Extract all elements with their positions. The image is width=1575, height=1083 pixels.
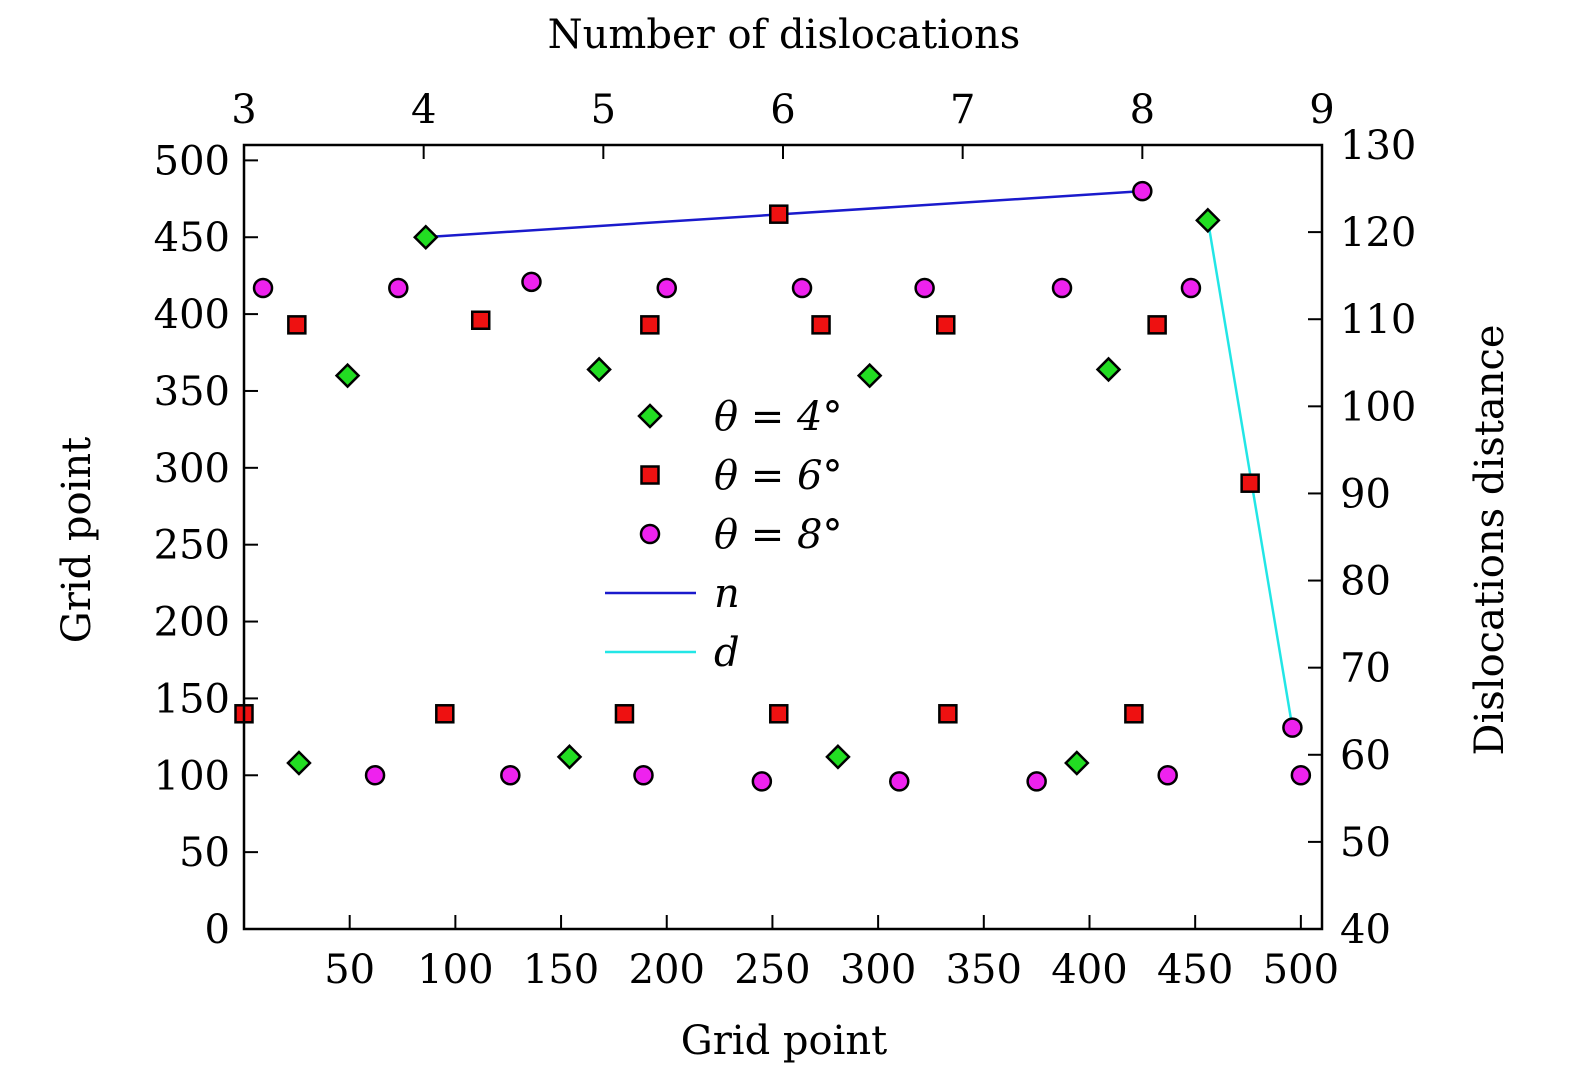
data-point-theta4 (825, 744, 851, 770)
bottom-tick-label: 500 (1263, 947, 1339, 993)
left-tick-label: 100 (154, 753, 230, 799)
bottom-tick-label: 350 (946, 947, 1022, 993)
left-tick-label: 400 (154, 292, 230, 338)
top-axis-title: Number of dislocations (548, 12, 1021, 58)
bottom-tick-label: 100 (417, 947, 493, 993)
data-point-theta8 (1051, 277, 1073, 299)
right-tick-label: 70 (1340, 646, 1391, 692)
right-tick-label: 120 (1340, 210, 1416, 256)
left-tick-label: 250 (154, 523, 230, 569)
data-point-theta8 (1282, 717, 1303, 738)
data-point-theta4 (586, 356, 612, 383)
lines-layer (423, 189, 1294, 728)
data-point-theta6 (938, 704, 958, 724)
left-tick-label: 350 (154, 369, 230, 415)
data-point-theta6 (614, 704, 635, 724)
left-tick-label: 500 (154, 138, 230, 184)
data-point-theta6 (769, 204, 789, 224)
right-tick-label: 50 (1340, 820, 1391, 866)
left-axis-title: Grid point (54, 437, 100, 644)
data-point-theta4 (286, 750, 312, 776)
left-tick-label: 0 (205, 907, 230, 953)
right-tick-label: 110 (1340, 297, 1416, 343)
data-point-theta6 (470, 310, 491, 330)
data-point-theta8 (1026, 771, 1047, 792)
legend: θ = 4° θ = 6° θ = 8° nd (605, 394, 842, 676)
data-point-theta8 (791, 277, 813, 299)
right-tick-label: 80 (1340, 559, 1391, 605)
data-point-theta6 (769, 704, 789, 724)
top-tick-label: 3 (231, 87, 256, 133)
data-point-theta6 (640, 315, 660, 335)
right-tick-label: 40 (1340, 907, 1391, 953)
left-tick-label: 200 (154, 600, 230, 646)
legend-label-theta8: θ = 8° (714, 512, 842, 558)
data-point-theta4 (1095, 356, 1122, 383)
bottom-tick-label: 400 (1051, 947, 1127, 993)
data-point-theta4 (1195, 207, 1221, 234)
data-point-theta6 (811, 315, 831, 335)
data-point-theta4 (334, 362, 361, 389)
legend-swatch-theta8 (639, 523, 661, 545)
right-tick-label: 100 (1340, 384, 1416, 430)
legend-swatch-theta6 (640, 465, 660, 485)
data-point-theta6 (287, 315, 307, 335)
left-tick-label: 450 (154, 215, 230, 261)
data-point-theta8 (388, 277, 409, 299)
data-point-theta8 (889, 771, 910, 792)
data-point-theta8 (656, 277, 677, 299)
bottom-tick-label: 200 (629, 947, 705, 993)
data-point-theta6 (1124, 704, 1144, 724)
left-tick-label: 50 (179, 830, 230, 876)
bottom-tick-label: 300 (840, 947, 916, 993)
data-point-theta8 (521, 271, 542, 293)
top-tick-label: 8 (1130, 87, 1155, 133)
data-point-theta8 (1180, 277, 1202, 299)
top-tick-label: 6 (770, 87, 795, 133)
data-point-theta6 (1147, 315, 1167, 335)
bottom-tick-label: 50 (324, 947, 375, 993)
bottom-axis-title: Grid point (681, 1018, 888, 1064)
right-tick-label: 60 (1340, 733, 1391, 779)
data-point-theta4 (1064, 750, 1090, 776)
bottom-tick-label: 250 (734, 947, 810, 993)
right-tick-label: 130 (1340, 123, 1416, 169)
top-tick-label: 4 (411, 87, 436, 133)
top-tick-label: 9 (1309, 87, 1334, 133)
legend-label-d: d (714, 630, 740, 676)
legend-swatch-theta4 (637, 403, 663, 429)
data-point-theta8 (1290, 765, 1312, 786)
data-point-theta4 (856, 362, 883, 389)
data-point-theta8 (1157, 765, 1178, 786)
bottom-tick-label: 450 (1157, 947, 1233, 993)
data-point-theta8 (364, 765, 386, 786)
data-point-theta8 (500, 765, 521, 786)
top-tick-label: 5 (591, 87, 616, 133)
legend-label-n: n (714, 571, 740, 617)
legend-label-theta6: θ = 6° (714, 453, 842, 499)
data-point-theta8 (1132, 180, 1153, 202)
legend-label-theta4: θ = 4° (714, 394, 842, 440)
right-tick-label: 90 (1340, 471, 1391, 517)
data-point-theta6 (1240, 473, 1260, 493)
points-layer (234, 180, 1312, 792)
data-point-theta8 (633, 765, 654, 786)
bottom-tick-label: 150 (523, 947, 599, 993)
left-tick-label: 300 (154, 446, 230, 492)
data-point-theta6 (435, 704, 455, 724)
data-point-theta4 (556, 744, 583, 770)
left-tick-label: 150 (154, 676, 230, 722)
data-point-theta8 (751, 771, 773, 792)
data-point-theta8 (252, 277, 274, 299)
data-point-theta8 (914, 277, 935, 299)
data-point-theta6 (936, 315, 956, 335)
right-axis-title: Dislocations distance (1467, 324, 1513, 755)
labels-layer: Number of dislocations Grid point Grid p… (54, 12, 1513, 1064)
top-tick-label: 7 (950, 87, 975, 133)
plot-frame (242, 143, 1324, 931)
data-point-theta4 (413, 224, 439, 251)
